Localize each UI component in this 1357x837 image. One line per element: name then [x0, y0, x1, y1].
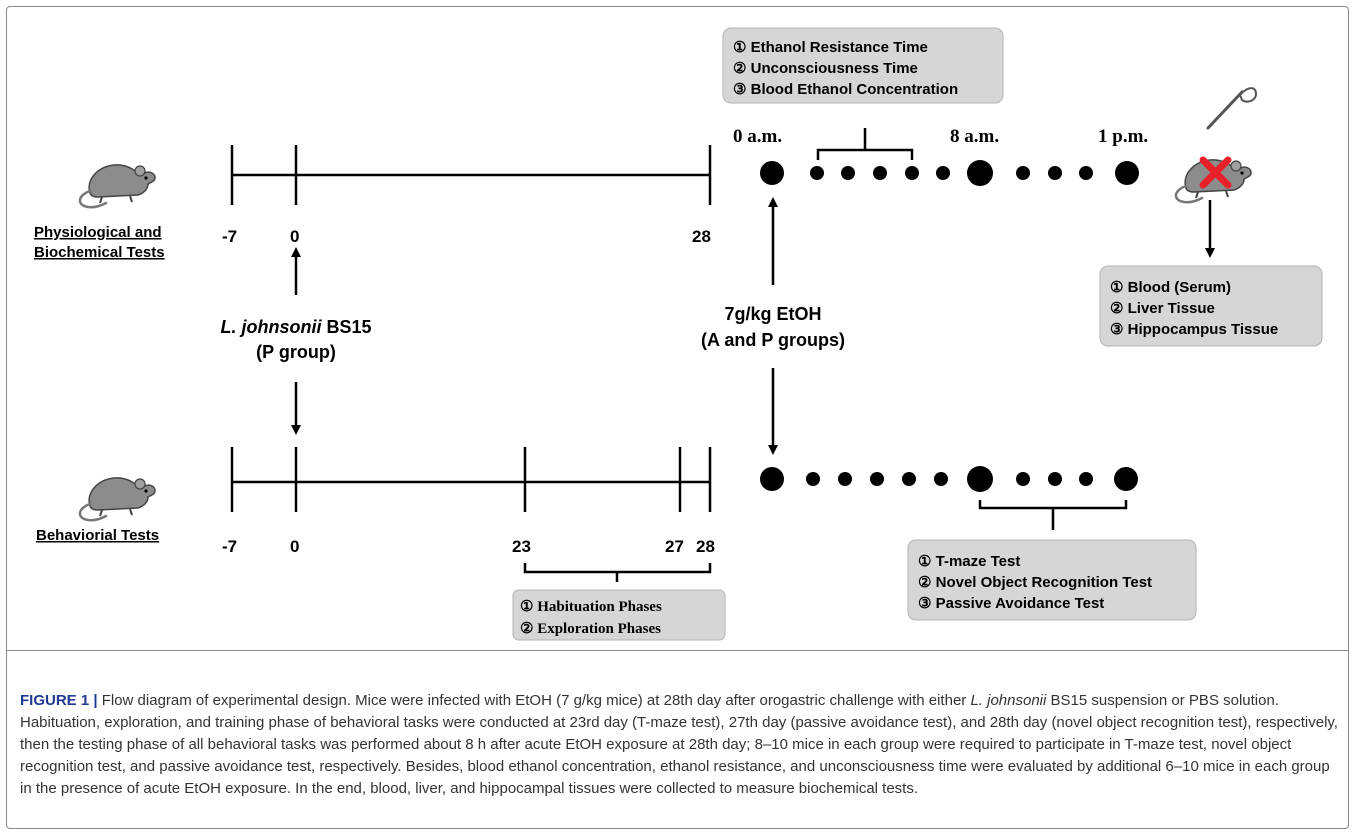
- ethanol-item-3: ③ Blood Ethanol Concentration: [733, 81, 958, 98]
- tissue-box: [1099, 265, 1323, 347]
- behavior-item-2: ② Novel Object Recognition Test: [918, 574, 1152, 591]
- behavior-item-3: ③ Passive Avoidance Test: [918, 595, 1104, 612]
- time-8am: 8 a.m.: [950, 126, 999, 147]
- bottom-tick-28: 28: [696, 537, 715, 556]
- bottom-tick-27: 27: [665, 537, 684, 556]
- top-tick-neg7: -7: [222, 227, 237, 246]
- phases-bracket: [523, 563, 712, 582]
- tissue-item-3: ③ Hippocampus Tissue: [1110, 321, 1278, 338]
- time-1pm: 1 p.m.: [1098, 126, 1148, 147]
- strain-label: L. johnsonii BS15: [220, 317, 371, 337]
- phases-item-2: ② Exploration Phases: [520, 621, 661, 637]
- etoh-dose-label: 7g/kg EtOH: [724, 304, 821, 324]
- caption-divider: [6, 650, 1349, 829]
- top-group-title-1: Physiological and: [34, 224, 162, 241]
- ethanol-item-1: ① Ethanol Resistance Time: [733, 39, 928, 56]
- top-tick-28: 28: [692, 227, 711, 246]
- ethanol-bracket: [816, 128, 914, 160]
- bottom-tick-0: 0: [290, 537, 299, 556]
- tissue-item-2: ② Liver Tissue: [1110, 300, 1215, 317]
- etoh-groups-label: (A and P groups): [701, 330, 845, 350]
- phases-box: [512, 589, 726, 641]
- top-group-title-2: Biochemical Tests: [34, 244, 165, 261]
- p-group-label: (P group): [256, 342, 336, 362]
- top-timeline: [230, 145, 712, 205]
- red-x-icon: [1199, 156, 1232, 189]
- behavior-tests-box: [907, 539, 1197, 621]
- ethanol-item-2: ② Unconsciousness Time: [733, 60, 918, 77]
- mouse-icon: [78, 163, 157, 209]
- top-time-dots: [760, 160, 1139, 186]
- time-0am: 0 a.m.: [733, 126, 782, 147]
- bottom-time-dots: [760, 466, 1138, 492]
- figure-caption: FIGURE 1 | Flow diagram of experimental …: [20, 690, 1340, 800]
- experimental-design-diagram: Physiological and Biochemical Tests -7 0…: [34, 27, 1323, 641]
- ethanol-measures-box: [722, 27, 1004, 104]
- caption-label: FIGURE 1 |: [20, 692, 98, 709]
- bottom-timeline: [230, 447, 712, 512]
- scalpel-icon: [1206, 87, 1258, 130]
- behavior-item-1: ① T-maze Test: [918, 553, 1020, 570]
- bottom-tick-23: 23: [512, 537, 531, 556]
- figure-frame: [6, 6, 1349, 829]
- behavior-bracket: [978, 500, 1128, 530]
- tissue-item-1: ① Blood (Serum): [1110, 279, 1231, 296]
- mouse-icon: [78, 476, 157, 522]
- caption-text-1: Flow diagram of experimental design. Mic…: [97, 692, 971, 709]
- bottom-tick-neg7: -7: [222, 537, 237, 556]
- phases-item-1: ① Habituation Phases: [520, 599, 662, 615]
- bottom-group-title: Behaviorial Tests: [36, 527, 159, 544]
- caption-italic: L. johnsonii: [970, 692, 1047, 709]
- top-tick-0: 0: [290, 227, 299, 246]
- caption-text-2: BS15 suspension or PBS solution. Habitua…: [20, 692, 1338, 797]
